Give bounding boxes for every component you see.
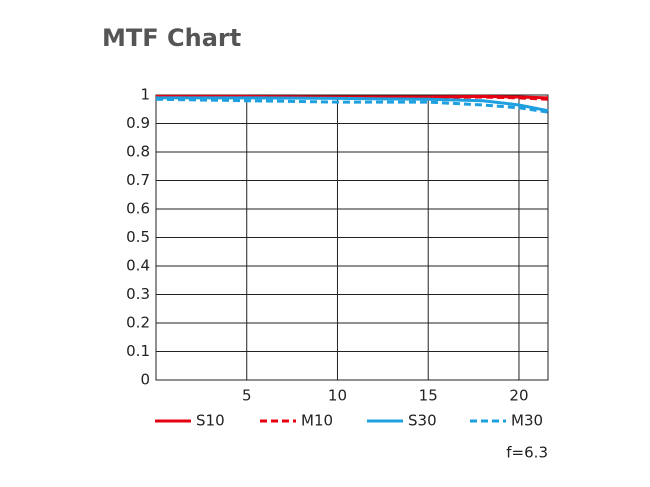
x-tick-label: 5 [242,387,252,405]
y-tick-label: 1 [140,86,150,104]
legend-label: M30 [511,412,543,430]
y-tick-label: 0.5 [126,228,150,246]
x-tick-label: 15 [419,387,438,405]
x-tick-label: 10 [328,387,347,405]
y-tick-label: 0.2 [126,314,150,332]
legend-label: S30 [408,412,437,430]
y-tick-label: 0.3 [126,285,150,303]
y-tick-label: 0.9 [126,114,150,132]
y-tick-label: 0 [140,371,150,389]
series-line [155,97,549,114]
y-tick-label: 0.8 [126,143,150,161]
legend-label: M10 [301,412,333,430]
y-tick-label: 0.4 [126,257,150,275]
annotation: f=6.3 [506,444,548,462]
y-tick-label: 0.6 [126,200,150,218]
legend-label: S10 [196,412,225,430]
chart-title: MTF Chart [102,24,241,52]
y-tick-label: 0.7 [126,171,150,189]
series-line [156,96,549,113]
y-tick-label: 0.1 [126,342,150,360]
x-tick-label: 20 [509,387,528,405]
